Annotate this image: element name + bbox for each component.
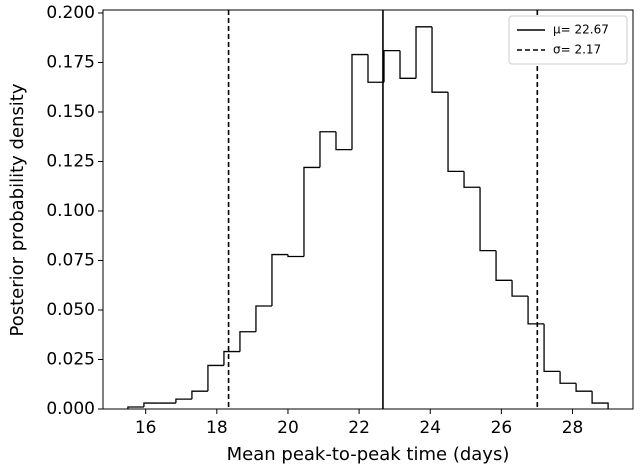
histogram-step: [191, 390, 208, 400]
y-tick-label: 0.150: [46, 102, 95, 122]
y-tick-label: 0.125: [46, 151, 95, 171]
histogram-step: [463, 171, 481, 188]
histogram-step: [543, 323, 561, 373]
legend-box: [508, 15, 628, 65]
x-tick-label: 16: [135, 418, 157, 438]
histogram-step: [479, 187, 497, 252]
x-tick-label: 28: [562, 418, 584, 438]
histogram-step: [511, 280, 529, 297]
histogram-step: [591, 391, 609, 409]
histogram-step: [559, 371, 577, 384]
x-tick-label: 22: [348, 418, 370, 438]
x-tick-label: 24: [419, 418, 441, 438]
histogram-step: [351, 53, 368, 150]
histogram-step: [223, 350, 240, 366]
histogram-step: [527, 296, 545, 325]
histogram-step: [447, 92, 465, 173]
y-tick-label: 0.075: [46, 250, 95, 270]
legend-label: μ= 22.67: [553, 23, 609, 37]
y-tick-label: 0.175: [46, 52, 95, 72]
y-tick-label: 0.025: [46, 349, 95, 369]
histogram-step: [271, 253, 288, 307]
histogram-step: [415, 26, 433, 79]
histogram-step: [303, 166, 320, 257]
histogram-step: [575, 383, 593, 392]
histogram-step: [335, 131, 352, 151]
histogram-step: [495, 250, 513, 281]
histogram-step: [367, 54, 385, 83]
x-tick-label: 26: [491, 418, 513, 438]
plot-frame: [102, 9, 634, 410]
y-tick-label: 0.200: [46, 3, 95, 23]
y-tick-label: 0.000: [46, 399, 95, 419]
histogram-step: [143, 402, 160, 408]
x-tick-label: 18: [206, 418, 228, 438]
histogram-step: [383, 49, 401, 83]
histogram-step: [319, 131, 336, 168]
x-axis-label: Mean peak-to-peak time (days): [227, 444, 510, 465]
histogram-step: [175, 398, 192, 404]
histogram-step: [431, 26, 449, 93]
histogram-step: [255, 305, 272, 332]
histogram-step: [287, 254, 304, 258]
x-tick-label: 20: [277, 418, 299, 438]
y-tick-label: 0.050: [46, 300, 95, 320]
histogram-step: [127, 406, 144, 409]
legend-label: σ= 2.17: [553, 43, 601, 57]
histogram-step: [207, 364, 224, 392]
y-axis-label: Posterior probability density: [7, 83, 28, 336]
histogram-step: [399, 50, 417, 79]
y-tick-label: 0.100: [46, 201, 95, 221]
histogram-step: [239, 331, 256, 352]
